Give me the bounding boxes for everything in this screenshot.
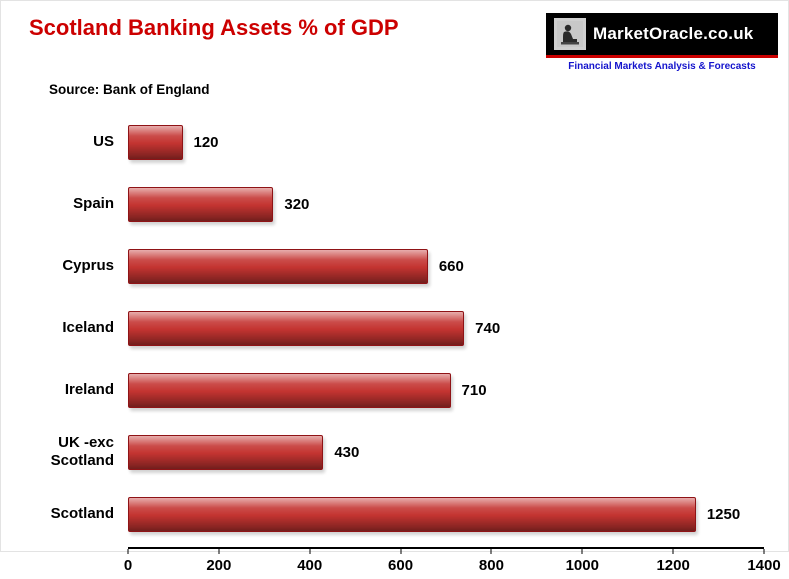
chart-row: Cyprus 660 xyxy=(11,235,764,297)
value-label: 740 xyxy=(475,319,501,337)
marketoracle-figure-icon xyxy=(554,18,586,50)
bar xyxy=(128,496,696,532)
chart-rows: US 120 Spain 320 Cyprus 660 Iceland 740 Ireland 7… xyxy=(11,111,764,545)
bar xyxy=(128,372,451,408)
category-label: UK -exc Scotland xyxy=(50,434,114,469)
bar xyxy=(128,310,465,346)
value-label: 120 xyxy=(193,133,219,151)
value-label: 320 xyxy=(284,195,310,213)
chart-row: US 120 xyxy=(11,111,764,173)
title-block: Scotland Banking Assets % of GDP xyxy=(29,13,399,43)
chart-row: Iceland 740 xyxy=(11,297,764,359)
category-label: Scotland xyxy=(50,505,114,522)
bar xyxy=(128,186,274,222)
bar-area: 740 xyxy=(128,310,764,346)
bar-area: 120 xyxy=(128,124,764,160)
x-tick-label: 800 xyxy=(478,557,504,574)
bar-chart: US 120 Spain 320 Cyprus 660 Iceland 740 Ireland 7… xyxy=(11,111,781,579)
header: Scotland Banking Assets % of GDP MarketO… xyxy=(1,1,788,74)
x-tick-label: 1400 xyxy=(747,557,781,574)
value-label: 660 xyxy=(438,257,464,275)
logo-banner: MarketOracle.co.uk xyxy=(546,13,778,55)
chart-row: UK -exc Scotland 430 xyxy=(11,421,764,483)
bar xyxy=(128,248,428,284)
bar xyxy=(128,434,324,470)
category-label: Cyprus xyxy=(62,257,114,274)
logo-text: MarketOracle.co.uk xyxy=(593,24,754,43)
x-tick-label: 200 xyxy=(206,557,232,574)
chart-row: Spain 320 xyxy=(11,173,764,235)
bar-area: 1250 xyxy=(128,496,764,532)
category-label: Iceland xyxy=(62,319,114,336)
bar-area: 710 xyxy=(128,372,764,408)
value-label: 1250 xyxy=(706,505,741,523)
bar xyxy=(128,124,183,160)
x-tick-label: 0 xyxy=(123,557,133,574)
source-label: Source: Bank of England xyxy=(49,82,210,97)
bar-area: 660 xyxy=(128,248,764,284)
marketoracle-logo: MarketOracle.co.uk Financial Markets Ana… xyxy=(546,13,778,74)
x-tick-label: 400 xyxy=(297,557,323,574)
category-label: US xyxy=(93,133,114,150)
category-label: Spain xyxy=(73,195,114,212)
category-label: Ireland xyxy=(64,381,114,398)
x-tick-label: 1000 xyxy=(565,557,599,574)
bar-area: 430 xyxy=(128,434,764,470)
value-label: 710 xyxy=(461,381,487,399)
x-tick-label: 1200 xyxy=(656,557,690,574)
chart-row: Ireland 710 xyxy=(11,359,764,421)
logo-tagline: Financial Markets Analysis & Forecasts xyxy=(546,55,778,74)
x-tick-label: 600 xyxy=(388,557,414,574)
bar-area: 320 xyxy=(128,186,764,222)
page-title: Scotland Banking Assets % of GDP xyxy=(29,15,399,40)
chart-row: Scotland 1250 xyxy=(11,483,764,545)
value-label: 430 xyxy=(334,443,360,461)
